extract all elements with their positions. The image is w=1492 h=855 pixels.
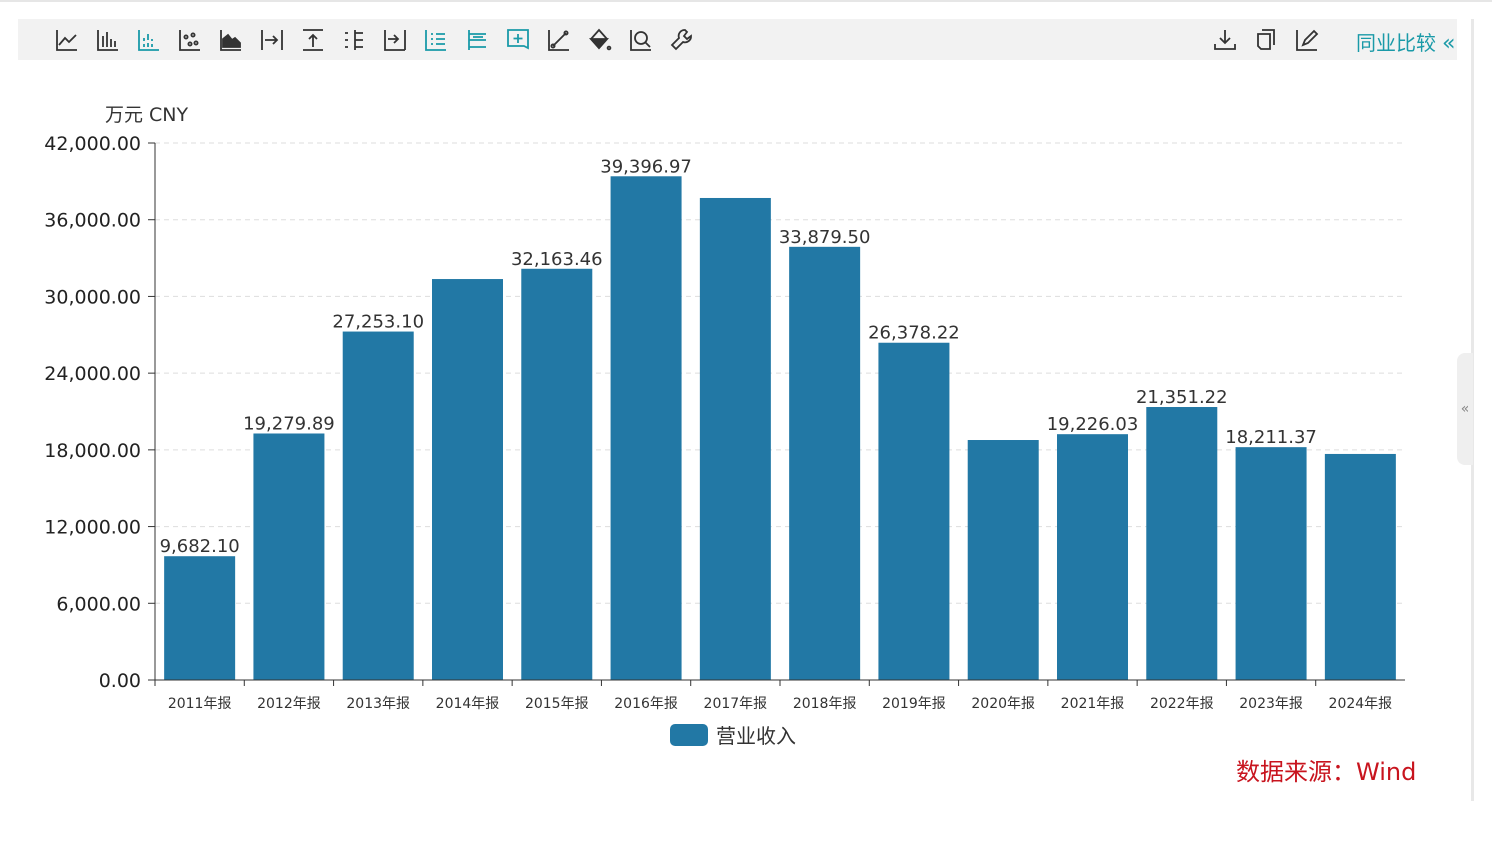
x-tick-label: 2019年报 xyxy=(882,696,946,712)
area-chart-icon[interactable] xyxy=(218,27,244,53)
x-tick-label: 2024年报 xyxy=(1329,696,1393,712)
y-tick-label: 24,000.00 xyxy=(44,363,141,385)
align-right-icon[interactable] xyxy=(259,27,285,53)
data-label: 39,396.97 xyxy=(600,156,692,177)
data-label: 19,226.03 xyxy=(1047,414,1139,435)
bar xyxy=(789,246,861,680)
x-tick-label: 2011年报 xyxy=(168,696,232,712)
download-icon[interactable] xyxy=(1212,27,1238,53)
data-label: 27,253.10 xyxy=(332,312,424,333)
y-tick-label: 6,000.00 xyxy=(56,593,141,615)
line-chart-icon[interactable] xyxy=(54,27,80,53)
y-tick-label: 36,000.00 xyxy=(44,210,141,232)
list-icon[interactable] xyxy=(423,27,449,53)
zoom-icon[interactable] xyxy=(628,27,654,53)
align-top-icon[interactable] xyxy=(300,27,326,53)
bar xyxy=(878,342,950,680)
x-tick-label: 2023年报 xyxy=(1239,696,1303,712)
y-tick-label: 18,000.00 xyxy=(44,440,141,462)
x-tick-label: 2018年报 xyxy=(793,696,857,712)
bar xyxy=(1324,453,1396,680)
data-label: 9,682.10 xyxy=(160,536,240,557)
add-box-icon[interactable] xyxy=(505,27,531,53)
x-tick-label: 2022年报 xyxy=(1150,696,1214,712)
fill-color-icon[interactable] xyxy=(587,27,613,53)
bar xyxy=(432,279,503,680)
bar xyxy=(967,440,1039,680)
chart-toolbar: 同业比较 « xyxy=(18,19,1457,60)
data-label: 21,351.22 xyxy=(1136,387,1228,408)
x-tick-label: 2012年报 xyxy=(257,696,321,712)
bar xyxy=(699,197,771,680)
legend-label: 营业收入 xyxy=(716,724,796,748)
y-tick-label: 30,000.00 xyxy=(44,286,141,308)
copy-icon[interactable] xyxy=(1253,27,1279,53)
y-tick-label: 0.00 xyxy=(99,670,141,692)
x-tick-label: 2017年报 xyxy=(704,696,768,712)
bar xyxy=(521,268,593,680)
axis-labels-icon[interactable] xyxy=(341,27,367,53)
peer-compare-label: 同业比较 xyxy=(1356,31,1436,55)
bar-chart-icon[interactable] xyxy=(95,27,121,53)
double-chevron-left-icon: « xyxy=(1442,31,1456,56)
side-panel-toggle[interactable]: « xyxy=(1457,353,1473,465)
data-label: 33,879.50 xyxy=(779,227,871,248)
x-tick-label: 2014年报 xyxy=(436,696,500,712)
data-label: 26,378.22 xyxy=(868,323,960,344)
legend-item[interactable]: 营业收入 xyxy=(670,720,796,749)
x-tick-label: 2021年报 xyxy=(1061,696,1125,712)
trend-line-icon[interactable] xyxy=(546,27,572,53)
peer-compare-button[interactable]: 同业比较 « xyxy=(1356,27,1455,56)
y-tick-label: 12,000.00 xyxy=(44,517,141,539)
data-label: 18,211.37 xyxy=(1225,427,1317,448)
bar xyxy=(1057,434,1128,680)
x-tick-label: 2015年报 xyxy=(525,696,589,712)
x-tick-label: 2016年报 xyxy=(614,696,678,712)
bar xyxy=(1235,447,1307,680)
data-label: 32,163.46 xyxy=(511,249,603,270)
wrench-icon[interactable] xyxy=(669,27,695,53)
scatter-icon[interactable] xyxy=(177,27,203,53)
bar xyxy=(610,176,682,680)
x-tick-label: 2020年报 xyxy=(971,696,1035,712)
align-bottom-icon[interactable] xyxy=(382,27,408,53)
top-border xyxy=(0,0,1492,2)
bar xyxy=(164,556,236,680)
data-label: 19,279.89 xyxy=(243,413,335,434)
stacked-bar-icon[interactable] xyxy=(136,27,162,53)
y-axis-unit: 万元 CNY xyxy=(105,104,189,126)
bar xyxy=(1146,407,1218,680)
edit-icon[interactable] xyxy=(1294,27,1320,53)
y-tick-label: 42,000.00 xyxy=(44,133,141,155)
bar xyxy=(253,433,325,680)
legend-swatch xyxy=(670,723,708,746)
tree-list-icon[interactable] xyxy=(464,27,490,53)
data-source: 数据来源：Wind xyxy=(1236,758,1417,786)
x-tick-label: 2013年报 xyxy=(346,696,410,712)
bar xyxy=(342,331,414,680)
